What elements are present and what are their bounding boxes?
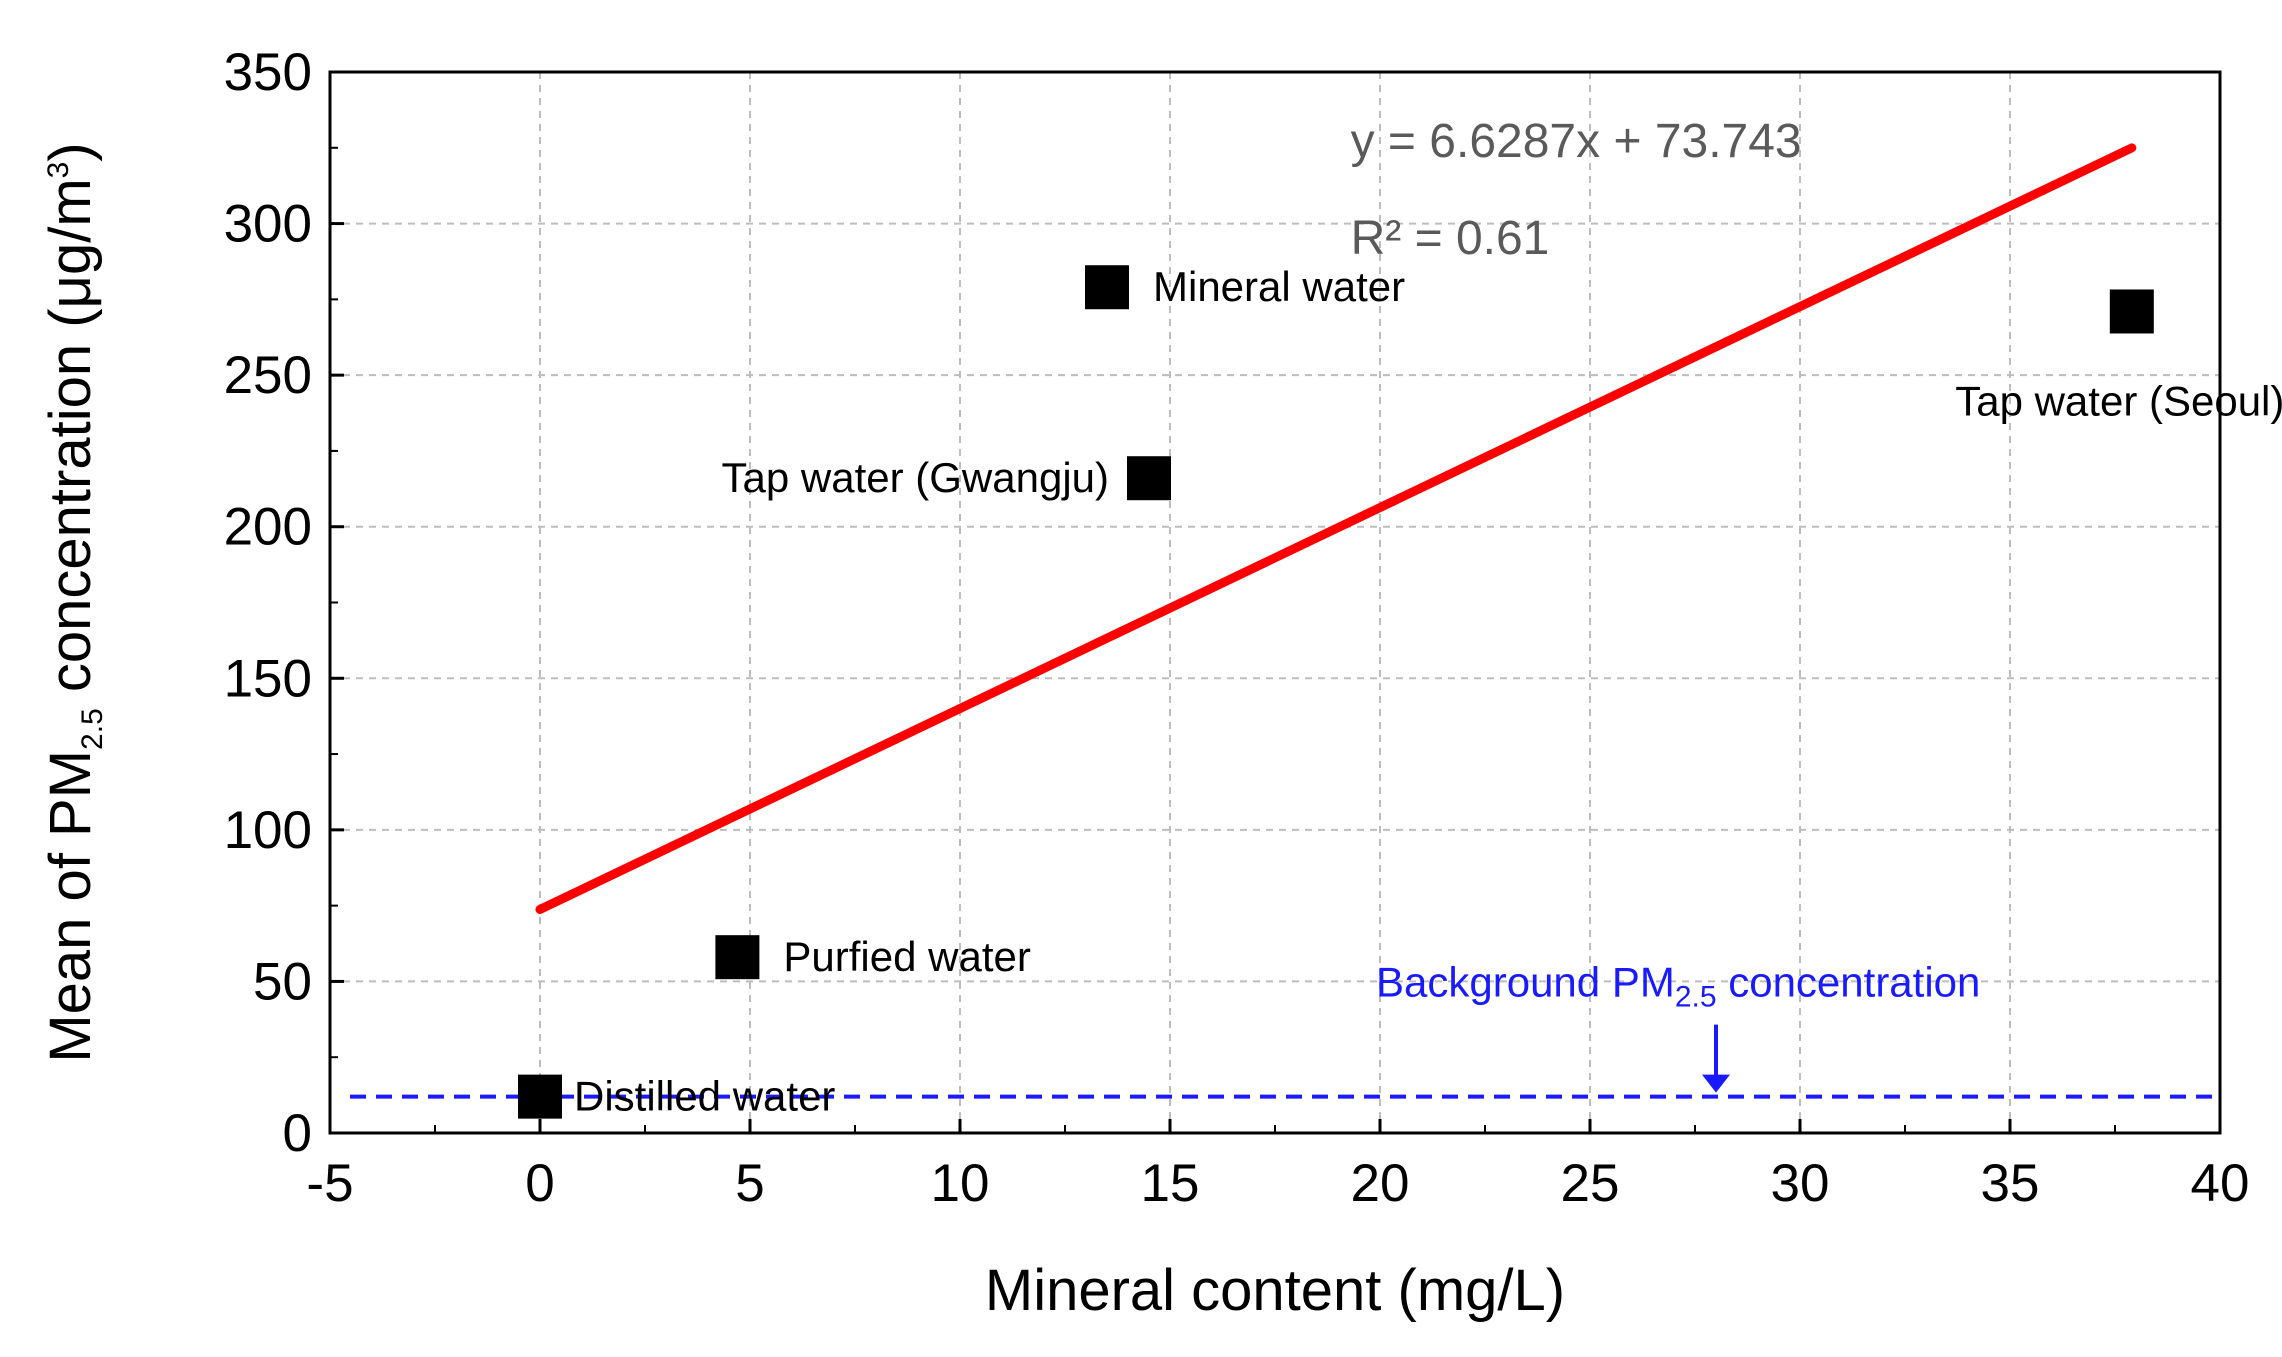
y-tick-label: 350	[224, 43, 312, 102]
fit-r2-label: R² = 0.61	[1351, 212, 1550, 265]
data-point	[715, 935, 760, 980]
points-group: Distilled water Purfied water Mineral wate…	[518, 263, 2282, 1120]
point-label: Tap water (Gwangju)	[722, 454, 1110, 501]
fit-line-group	[535, 143, 2137, 914]
y-tick-label: 150	[224, 649, 312, 708]
x-tick-label: 10	[931, 1154, 990, 1213]
y-axis-title-sub: 2.5	[76, 708, 109, 750]
x-tick-label: 15	[1141, 1154, 1200, 1213]
y-tick-label: 250	[224, 346, 312, 405]
ticks-group	[328, 70, 2222, 1135]
x-tick-label: 5	[735, 1154, 764, 1213]
y-axis-title-suffix: )	[38, 142, 103, 161]
x-tick-label: 40	[2191, 1154, 2250, 1213]
y-axis-title-prefix: Mean of PM	[38, 750, 103, 1063]
x-tick-label: -5	[306, 1154, 353, 1213]
y-tick-label: 0	[283, 1104, 312, 1163]
data-point	[1085, 265, 1129, 310]
background-label-prefix: Background PM	[1376, 959, 1675, 1006]
x-tick-label: 25	[1561, 1154, 1620, 1213]
data-point	[2109, 289, 2154, 334]
x-axis-title: Mineral content (mg/L)	[985, 1258, 1565, 1323]
y-tick-label: 100	[224, 801, 312, 860]
x-tick-label: 0	[525, 1154, 554, 1213]
y-tick-label: 300	[224, 195, 312, 254]
point-label: Mineral water	[1153, 263, 1405, 310]
y-tick-label: 200	[224, 498, 312, 557]
x-tick-label: 35	[1981, 1154, 2040, 1213]
y-axis-title-sup: 3	[42, 162, 75, 179]
background-label: Background PM2.5 concentration	[1376, 959, 1980, 1014]
x-tick-label: 20	[1351, 1154, 1410, 1213]
grid	[330, 72, 2220, 1133]
data-point	[518, 1074, 562, 1119]
background-label-suffix: concentration	[1717, 959, 1981, 1006]
background-line-group	[350, 1024, 2220, 1099]
background-label-sub: 2.5	[1675, 981, 1717, 1014]
background-arrow-head	[1702, 1074, 1730, 1093]
fit-equation-label: y = 6.6287x + 73.743	[1351, 115, 1802, 168]
point-label: Purfied water	[783, 933, 1030, 980]
data-point	[1127, 456, 1171, 501]
point-label: Distilled water	[574, 1073, 835, 1120]
y-axis-title-middle: concentration (μg/m	[38, 178, 103, 708]
y-tick-label: 50	[253, 952, 312, 1011]
fit-line	[535, 143, 2137, 914]
point-label: Tap water (Seoul)	[1955, 377, 2282, 424]
y-axis-title: Mean of PM2.5 concentration (μg/m3)	[38, 142, 109, 1062]
x-tick-label: 30	[1771, 1154, 1830, 1213]
